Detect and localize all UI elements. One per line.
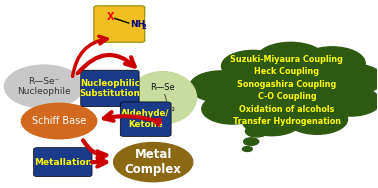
FancyBboxPatch shape — [81, 70, 139, 107]
Text: X: X — [107, 12, 115, 22]
Text: Aldehyde/
Ketone: Aldehyde/ Ketone — [121, 109, 170, 129]
FancyBboxPatch shape — [94, 6, 145, 42]
FancyBboxPatch shape — [34, 148, 92, 177]
Circle shape — [202, 94, 263, 124]
Circle shape — [189, 71, 253, 102]
Text: R—Se
  \
   NH₂: R—Se \ NH₂ — [150, 83, 175, 113]
Circle shape — [299, 47, 365, 80]
Ellipse shape — [129, 72, 197, 124]
Circle shape — [321, 87, 378, 116]
Circle shape — [242, 147, 252, 152]
Circle shape — [242, 106, 301, 136]
Circle shape — [256, 42, 325, 77]
FancyBboxPatch shape — [120, 102, 171, 136]
Text: Suzuki-Miyaura Coupling
Heck Coupling
Sonogashira Coupling
C-O Coupling
Oxidatio: Suzuki-Miyaura Coupling Heck Coupling So… — [231, 55, 343, 126]
Text: Metal
Complex: Metal Complex — [125, 148, 182, 176]
Text: Schiff Base: Schiff Base — [32, 116, 86, 126]
Ellipse shape — [22, 103, 97, 139]
Circle shape — [243, 138, 259, 145]
Ellipse shape — [219, 62, 355, 118]
Text: Metallation: Metallation — [34, 158, 92, 167]
Circle shape — [245, 126, 268, 137]
Text: R—Se⁻
Nucleophile: R—Se⁻ Nucleophile — [17, 77, 71, 96]
Ellipse shape — [114, 143, 193, 182]
Text: 2: 2 — [141, 24, 146, 30]
Text: Nucleophilic
Substitution: Nucleophilic Substitution — [79, 79, 140, 98]
Ellipse shape — [5, 65, 84, 108]
Circle shape — [287, 104, 347, 134]
Text: NH: NH — [130, 20, 145, 30]
Circle shape — [222, 50, 285, 82]
Circle shape — [322, 64, 378, 94]
